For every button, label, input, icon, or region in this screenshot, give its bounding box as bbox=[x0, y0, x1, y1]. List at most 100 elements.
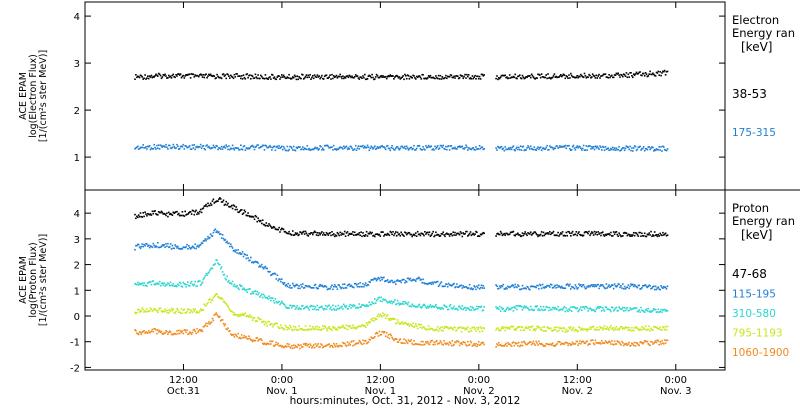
proton-point bbox=[292, 325, 295, 328]
electron-ytick-label: 3 bbox=[74, 59, 80, 70]
proton-point bbox=[634, 327, 637, 329]
proton-point bbox=[260, 338, 262, 340]
electron-point bbox=[284, 77, 287, 79]
electron-point bbox=[172, 73, 175, 76]
electron-point bbox=[267, 146, 269, 149]
proton-point bbox=[184, 246, 186, 249]
proton-point bbox=[551, 232, 554, 234]
proton-point bbox=[383, 235, 385, 237]
electron-point bbox=[146, 77, 148, 79]
proton-point bbox=[389, 333, 392, 335]
proton-point bbox=[517, 284, 519, 286]
proton-point bbox=[140, 333, 143, 335]
proton-point bbox=[375, 331, 378, 334]
proton-point bbox=[232, 204, 235, 206]
proton-point bbox=[554, 328, 557, 331]
proton-point bbox=[307, 307, 310, 309]
proton-point bbox=[181, 330, 184, 332]
proton-point bbox=[206, 325, 208, 327]
proton-point bbox=[382, 298, 384, 300]
proton-point bbox=[175, 211, 177, 213]
electron-point bbox=[301, 148, 303, 150]
electron-point bbox=[482, 75, 485, 77]
proton-point bbox=[622, 344, 625, 347]
proton-point bbox=[469, 305, 472, 308]
proton-point bbox=[432, 305, 434, 308]
proton-point bbox=[339, 286, 341, 288]
proton-point bbox=[235, 286, 237, 288]
proton-point bbox=[220, 297, 223, 299]
proton-point bbox=[374, 278, 377, 280]
proton-point bbox=[310, 232, 312, 234]
electron-point bbox=[370, 145, 372, 148]
proton-legend-entry: 47-68 bbox=[732, 267, 767, 281]
electron-point bbox=[647, 146, 650, 148]
proton-point bbox=[578, 326, 580, 328]
proton-point bbox=[639, 328, 641, 330]
proton-point bbox=[462, 341, 464, 343]
proton-point bbox=[214, 313, 217, 316]
proton-point bbox=[511, 342, 514, 344]
proton-point bbox=[498, 330, 501, 332]
proton-point bbox=[449, 342, 452, 345]
electron-point bbox=[227, 73, 229, 76]
proton-point bbox=[403, 338, 405, 340]
electron-point bbox=[358, 78, 361, 80]
proton-point bbox=[616, 328, 619, 331]
proton-point bbox=[246, 338, 248, 340]
proton-point bbox=[168, 312, 170, 314]
proton-point bbox=[537, 284, 539, 287]
proton-point bbox=[657, 308, 660, 311]
proton-point bbox=[666, 285, 669, 288]
proton-point bbox=[515, 233, 517, 236]
proton-point bbox=[595, 308, 598, 310]
electron-point bbox=[182, 143, 185, 146]
electron-point bbox=[432, 148, 434, 150]
proton-point bbox=[479, 286, 482, 289]
proton-point bbox=[215, 200, 217, 203]
proton-point bbox=[230, 282, 232, 284]
electron-point bbox=[211, 75, 214, 78]
proton-point bbox=[553, 308, 556, 310]
proton-point bbox=[542, 231, 545, 234]
electron-point bbox=[502, 147, 505, 150]
proton-point bbox=[160, 310, 163, 312]
electron-point bbox=[383, 76, 385, 78]
proton-point bbox=[455, 286, 457, 288]
proton-point bbox=[200, 242, 203, 244]
electron-point bbox=[384, 147, 386, 149]
proton-point bbox=[415, 280, 417, 282]
proton-point bbox=[634, 232, 637, 234]
proton-point bbox=[651, 341, 653, 343]
proton-point bbox=[404, 282, 406, 284]
electron-point bbox=[158, 148, 161, 150]
electron-point bbox=[147, 77, 150, 80]
proton-point bbox=[360, 305, 362, 308]
proton-point bbox=[562, 343, 565, 345]
proton-point bbox=[376, 233, 379, 235]
proton-point bbox=[587, 232, 589, 235]
electron-point bbox=[248, 148, 250, 150]
proton-point bbox=[605, 234, 608, 236]
electron-point bbox=[597, 75, 599, 77]
proton-point bbox=[298, 307, 300, 309]
proton-point bbox=[435, 281, 437, 284]
electron-point bbox=[637, 146, 640, 148]
proton-point bbox=[175, 310, 177, 313]
proton-point bbox=[351, 304, 353, 306]
electron-point bbox=[153, 76, 155, 78]
proton-point bbox=[188, 285, 191, 287]
proton-point bbox=[628, 309, 630, 312]
proton-point bbox=[282, 303, 285, 305]
proton-point bbox=[425, 282, 427, 285]
electron-point bbox=[416, 76, 419, 79]
proton-point bbox=[652, 309, 654, 312]
electron-point bbox=[245, 147, 248, 149]
proton-point bbox=[248, 215, 250, 217]
proton-point bbox=[257, 262, 259, 264]
electron-point bbox=[395, 75, 397, 77]
electron-point bbox=[566, 145, 568, 147]
proton-point bbox=[470, 309, 473, 311]
proton-point bbox=[574, 233, 577, 236]
proton-point bbox=[281, 302, 284, 304]
